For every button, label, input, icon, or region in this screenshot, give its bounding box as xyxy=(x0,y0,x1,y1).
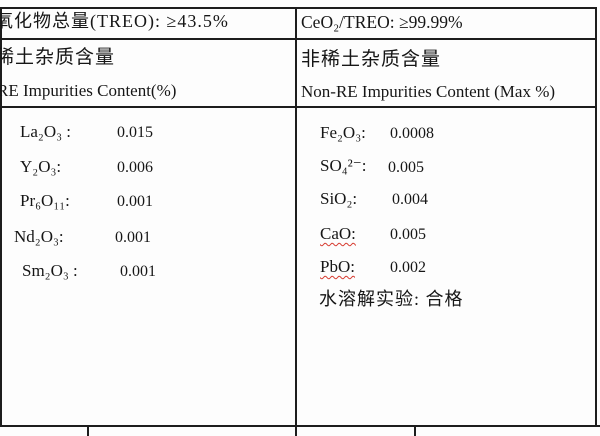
re-impurity-value: 0.001 xyxy=(117,193,153,210)
non-re-impurity-value: 0.0008 xyxy=(390,125,434,142)
re-impurity-value: 0.001 xyxy=(120,263,156,280)
table-border-left xyxy=(0,7,2,427)
non-re-section-title-en: Non-RE Impurities Content (Max %) xyxy=(301,82,556,101)
non-re-impurity-formula: PbO: xyxy=(320,257,355,276)
table-border-after-header xyxy=(0,106,597,108)
re-impurity-value: 0.015 xyxy=(117,124,153,141)
non-re-impurity-value: 0.004 xyxy=(392,191,428,208)
re-impurity-formula: Pr₆O₁₁: xyxy=(20,191,70,210)
water-test-result: 水溶解实验: 合格 xyxy=(319,289,464,309)
table-border-top xyxy=(0,7,597,9)
re-impurity-formula: Sm₂O₃ : xyxy=(22,261,78,280)
re-impurity-formula: La₂O₃ : xyxy=(20,122,72,141)
non-re-impurity-formula: Fe₂O₃: xyxy=(320,123,366,142)
next-row-divider-stub-1 xyxy=(87,427,89,436)
re-section-title-zh: 稀土杂质含量 xyxy=(0,47,116,68)
ceo2-ratio-label: CeO₂/TREO: ≥99.99% xyxy=(301,12,463,32)
non-re-impurity-value: 0.005 xyxy=(390,226,426,243)
re-impurity-formula: Y₂O₃: xyxy=(20,157,62,176)
re-impurity-value: 0.006 xyxy=(117,159,153,176)
non-re-impurity-formula: CaO: xyxy=(320,224,356,243)
non-re-impurity-value: 0.002 xyxy=(390,259,426,276)
non-re-section-title-zh: 非稀土杂质含量 xyxy=(301,49,442,70)
treo-total-label: 氧化物总量(TREO): ≥43.5% xyxy=(0,11,229,31)
next-row-divider-stub-2 xyxy=(414,427,416,436)
non-re-impurity-formula: SiO₂: xyxy=(320,189,358,208)
re-section-title-en: RE Impurities Content(%) xyxy=(0,81,177,100)
re-impurity-formula: Nd₂O₃: xyxy=(14,227,64,246)
table-border-after-row1 xyxy=(0,38,597,40)
table-border-bottom xyxy=(0,425,600,427)
re-impurity-value: 0.001 xyxy=(115,229,151,246)
non-re-impurity-value: 0.005 xyxy=(388,159,424,176)
non-re-impurity-formula: SO₄²⁻: xyxy=(320,156,367,175)
table-border-middle xyxy=(295,7,297,436)
table-border-right xyxy=(595,7,597,427)
